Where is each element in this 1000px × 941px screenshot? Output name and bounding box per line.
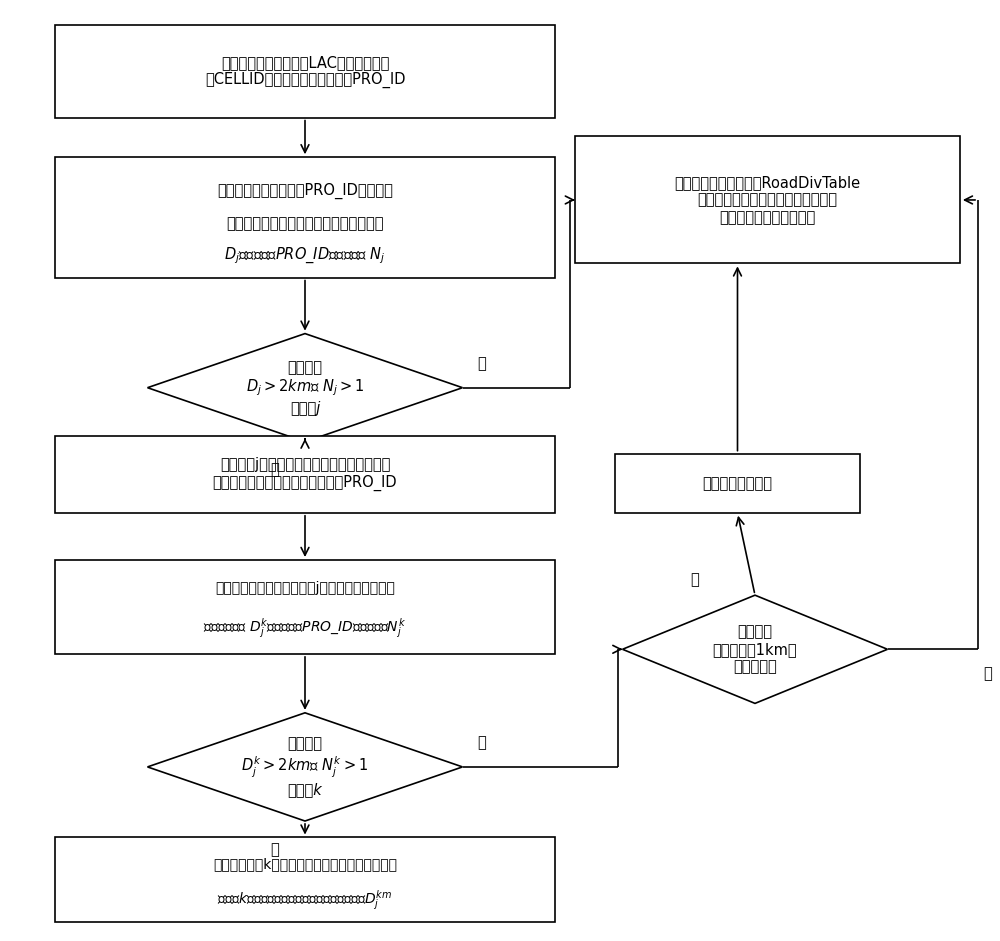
- Text: 对小段k进行再次划分，计算划分后的路段长度$D_j^{km}$: 对小段k进行再次划分，计算划分后的路段长度$D_j^{km}$: [217, 888, 393, 912]
- Bar: [55, 157, 555, 278]
- Bar: [55, 436, 555, 513]
- Bar: [575, 136, 960, 263]
- Text: 速公路进行大段划分，计算各大段的长度: 速公路进行大段划分，计算各大段的长度: [226, 215, 384, 231]
- Text: 否: 否: [983, 666, 992, 681]
- Text: 否: 否: [478, 356, 486, 371]
- Polygon shape: [622, 596, 888, 704]
- Text: 是否存在
$D_j^k>2km$且 $N_j^k>1$
的小段k: 是否存在 $D_j^k>2km$且 $N_j^k>1$ 的小段k: [241, 737, 369, 797]
- Text: 根据提取的投影点编号PRO_ID对目标高: 根据提取的投影点编号PRO_ID对目标高: [217, 183, 393, 199]
- Bar: [55, 560, 555, 654]
- Bar: [615, 454, 860, 513]
- Text: 是否存在
长度都小于1km的
两相邻路段: 是否存在 长度都小于1km的 两相邻路段: [713, 625, 797, 674]
- Text: 寻找距离小段k中点最近的投影点，利用此投影点: 寻找距离小段k中点最近的投影点，利用此投影点: [213, 857, 397, 871]
- Polygon shape: [148, 713, 462, 821]
- Text: 是: 是: [271, 463, 279, 477]
- Text: 是: 是: [691, 573, 699, 587]
- Text: 将路段划分结果存于表RoadDivTable
中，按照目标高速公路的连续性对划
分后的路段进行有序排序: 将路段划分结果存于表RoadDivTable 中，按照目标高速公路的连续性对划 …: [674, 175, 861, 225]
- Bar: [55, 837, 555, 922]
- Text: 提取覆盖高速公路的各LAC的边界小区编
号CELLID及其对应投影点的编号PRO_ID: 提取覆盖高速公路的各LAC的边界小区编 号CELLID及其对应投影点的编号PRO…: [205, 55, 405, 88]
- Text: 是: 是: [271, 841, 279, 856]
- Text: 是否存在
$D_j>2km$且 $N_j>1$
的大段j: 是否存在 $D_j>2km$且 $N_j>1$ 的大段j: [246, 359, 364, 416]
- Text: 根据筛选出的投影点对路段j进行小段划分，计算: 根据筛选出的投影点对路段j进行小段划分，计算: [215, 582, 395, 595]
- Text: 各小段的长度 $D_j^k$及对应起止PRO_ID差的绝对值$N_j^k$: 各小段的长度 $D_j^k$及对应起止PRO_ID差的绝对值$N_j^k$: [203, 615, 407, 640]
- Text: 合并此两相邻路段: 合并此两相邻路段: [702, 476, 772, 490]
- Bar: [55, 25, 555, 118]
- Text: $D_j$及对应起止PRO_ID差的绝对值 $N_j$: $D_j$及对应起止PRO_ID差的绝对值 $N_j$: [224, 246, 386, 266]
- Polygon shape: [148, 334, 462, 442]
- Text: 否: 否: [478, 735, 486, 750]
- Text: 计算路段j间各投影点的活跃度并筛选出活跃
度为极大值对应的投影点及其编号PRO_ID: 计算路段j间各投影点的活跃度并筛选出活跃 度为极大值对应的投影点及其编号PRO_…: [213, 457, 397, 491]
